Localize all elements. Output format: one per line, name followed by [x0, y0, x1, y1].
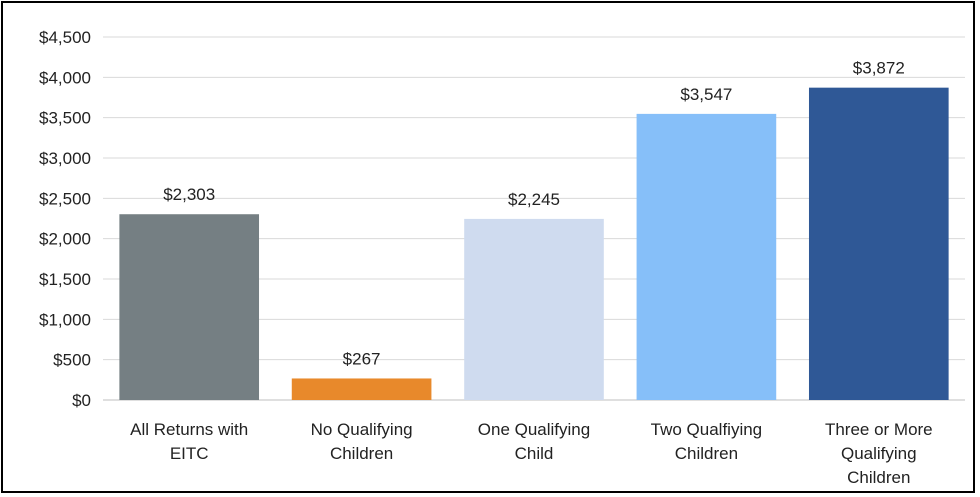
x-category-label: Two Qualfiying Children [651, 420, 763, 463]
x-category-label: Three or More Qualifying Children [825, 420, 933, 487]
data-label: $3,872 [853, 59, 905, 78]
bar [291, 378, 432, 400]
bar [464, 218, 604, 400]
y-tick-label: $2,000 [39, 230, 91, 249]
bars [119, 87, 949, 401]
bar [808, 87, 949, 401]
y-tick-label: $4,500 [39, 28, 91, 47]
x-category-label: No Qualifying Children [311, 420, 413, 463]
x-category-label: All Returns with EITC [130, 420, 248, 463]
y-tick-label: $500 [53, 351, 91, 370]
bar [636, 113, 777, 400]
bar [119, 214, 260, 400]
y-axis-ticks: $0 $500 $1,000 $1,500 $2,000 $2,500 $3,000 $3,5… [39, 28, 91, 410]
data-label: $2,245 [508, 190, 560, 209]
data-label: $3,547 [680, 85, 732, 104]
x-axis-categories: All Returns with EITC No Qualifying Childre… [130, 420, 933, 487]
y-tick-label: $1,500 [39, 270, 91, 289]
y-tick-label: $3,000 [39, 149, 91, 168]
data-label: $2,303 [163, 185, 215, 204]
y-tick-label: $0 [72, 391, 91, 410]
y-tick-label: $3,500 [39, 109, 91, 128]
bar-chart: $0 $500 $1,000 $1,500 $2,000 $2,500 $3,000 $3,5… [39, 28, 965, 487]
data-labels: $2,303 $267 $2,245 $3,547 $3,872 [163, 59, 905, 369]
y-tick-label: $2,500 [39, 189, 91, 208]
y-tick-label: $4,000 [39, 68, 91, 87]
data-label: $267 [343, 349, 381, 368]
y-tick-label: $1,000 [39, 310, 91, 329]
x-category-label: One Qualifying Child [478, 420, 590, 463]
